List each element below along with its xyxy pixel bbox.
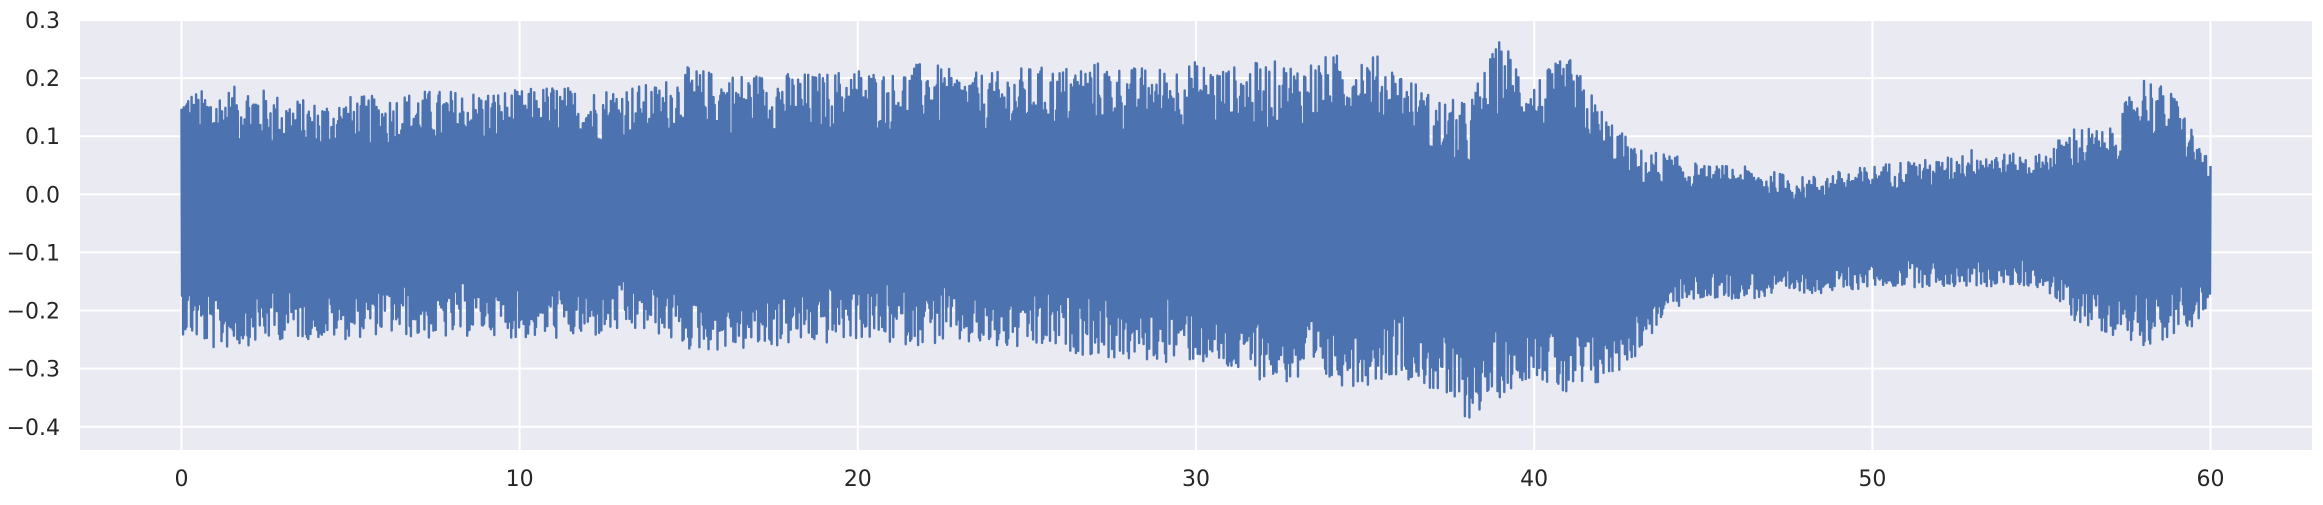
y-tick-label: −0.1 xyxy=(7,241,60,266)
y-tick-label: 0.1 xyxy=(25,125,60,150)
x-tick-label: 30 xyxy=(1182,467,1210,492)
y-tick-label: −0.4 xyxy=(7,416,60,441)
y-tick-label: 0.2 xyxy=(25,67,60,92)
series-line-0 xyxy=(180,41,2212,419)
y-tick-label: −0.3 xyxy=(7,358,60,383)
x-tick-label: 20 xyxy=(844,467,872,492)
y-tick-label: −0.2 xyxy=(7,300,60,325)
x-tick-label: 10 xyxy=(506,467,534,492)
x-tick-label: 60 xyxy=(2197,467,2225,492)
y-tick-label: 0.3 xyxy=(25,9,60,34)
series-layer xyxy=(180,41,2212,419)
x-tick-label: 0 xyxy=(174,467,188,492)
y-axis: −0.4 −0.3 −0.2 −0.1 0.0 0.1 0.2 0.3 xyxy=(7,9,60,441)
x-tick-label: 50 xyxy=(1858,467,1886,492)
x-tick-label: 40 xyxy=(1520,467,1548,492)
x-axis: 0 10 20 30 40 50 60 xyxy=(174,467,2224,492)
y-tick-label: 0.0 xyxy=(25,183,60,208)
